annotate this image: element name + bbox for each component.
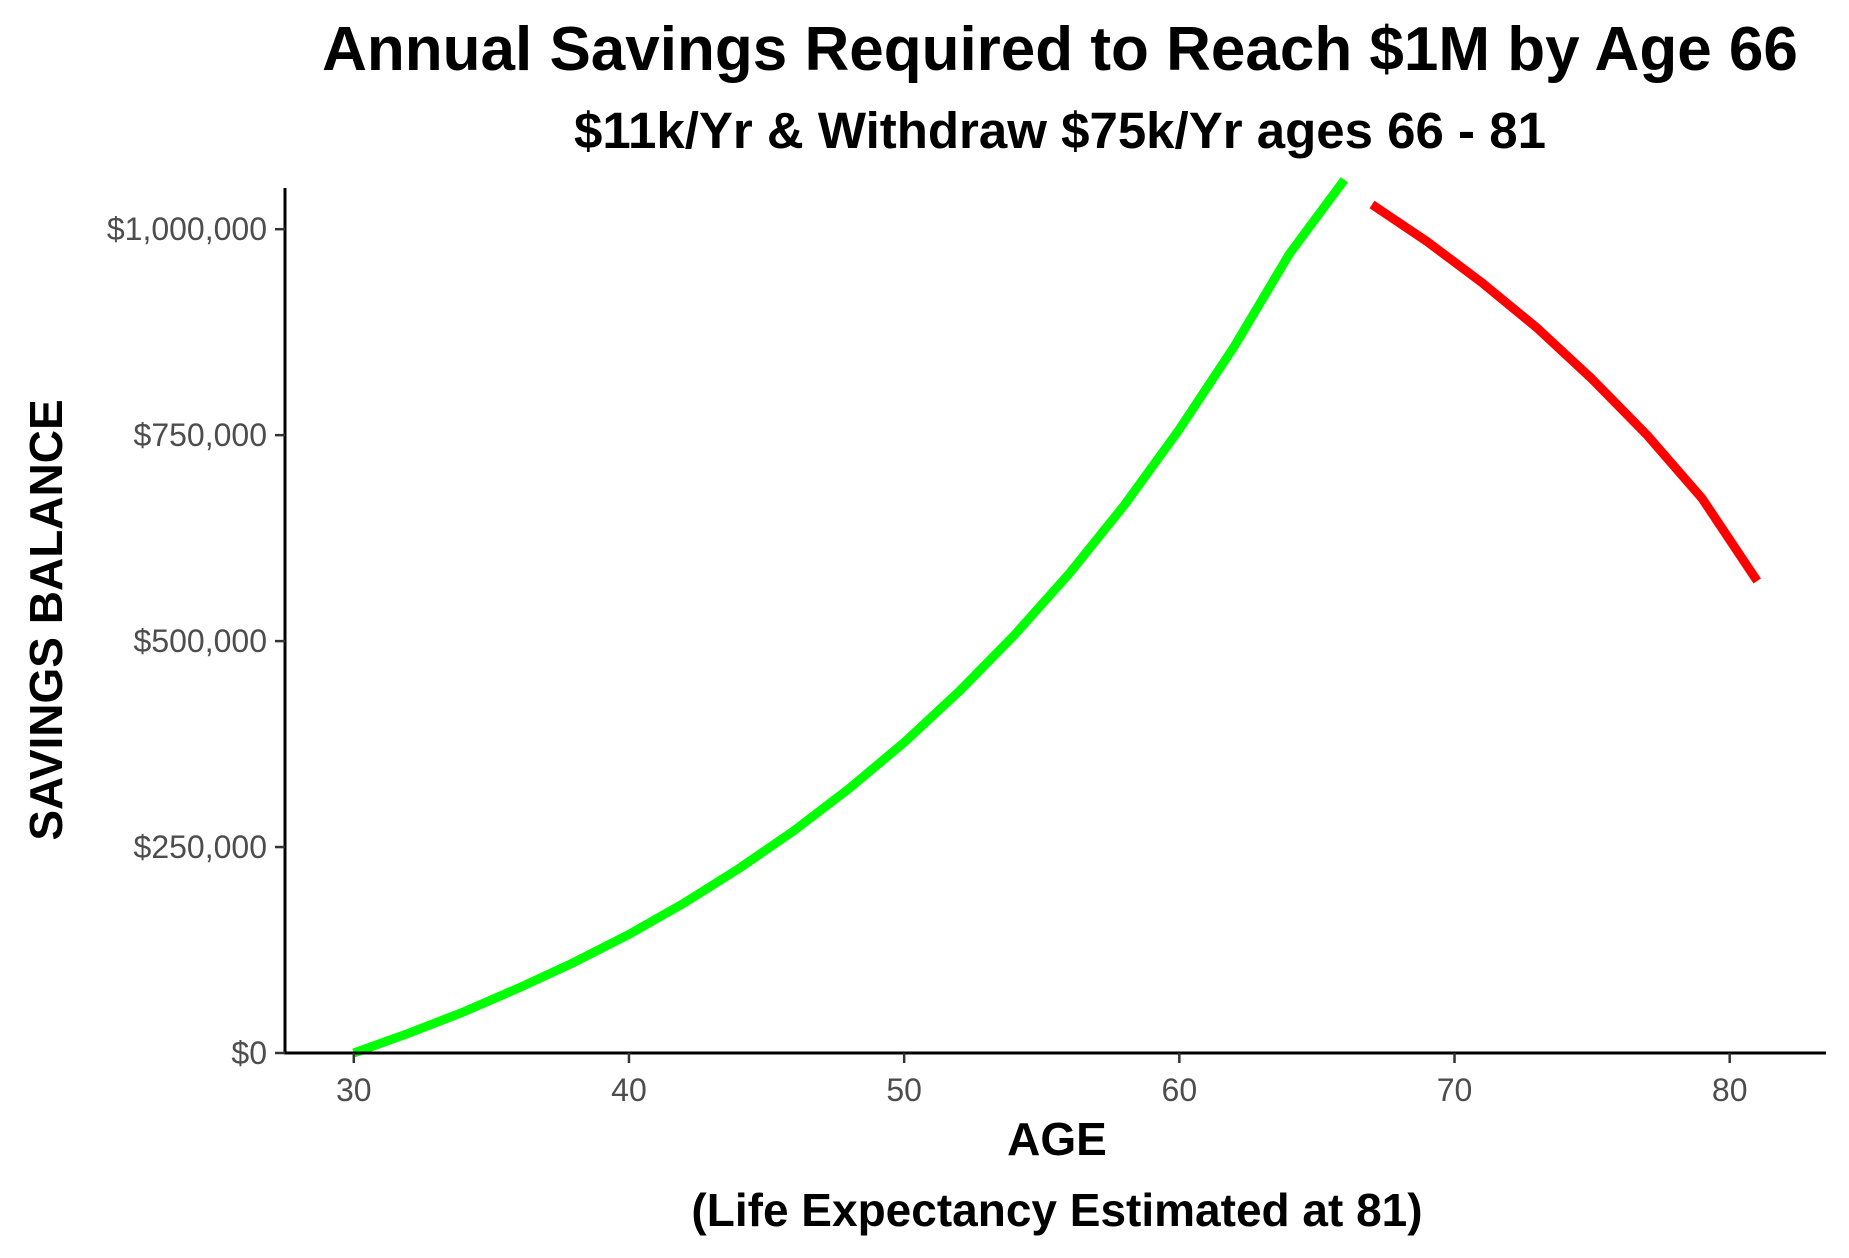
- x-tick-label: 70: [1437, 1072, 1473, 1108]
- x-tick-label: 50: [886, 1072, 922, 1108]
- x-tick-label: 60: [1162, 1072, 1198, 1108]
- series-line-1: [352, 177, 1349, 1058]
- x-axis-title: AGE: [1007, 1113, 1107, 1165]
- chart-title: Annual Savings Required to Reach $1M by …: [322, 15, 1798, 84]
- y-tick-label: $500,000: [134, 623, 267, 659]
- y-tick-label: $0: [231, 1035, 267, 1071]
- y-axis-ticks: $0 $250,000 $500,000 $750,000 $1,000,000: [107, 211, 285, 1071]
- series-line-2: [1369, 200, 1761, 584]
- x-tick-label: 80: [1712, 1072, 1748, 1108]
- x-axis-note: (Life Expectancy Estimated at 81): [691, 1184, 1422, 1236]
- x-axis-ticks: 30 40 50 60 70 80: [336, 1053, 1747, 1108]
- y-tick-label: $250,000: [134, 829, 267, 865]
- chart-subtitle: $11k/Yr & Withdraw $75k/Yr ages 66 - 81: [574, 102, 1546, 159]
- plot-area: [352, 177, 1761, 1058]
- y-tick-label: $1,000,000: [107, 211, 267, 247]
- y-tick-label: $750,000: [134, 417, 267, 453]
- y-axis-title: SAVINGS BALANCE: [20, 399, 72, 840]
- x-tick-label: 40: [611, 1072, 647, 1108]
- x-tick-label: 30: [336, 1072, 372, 1108]
